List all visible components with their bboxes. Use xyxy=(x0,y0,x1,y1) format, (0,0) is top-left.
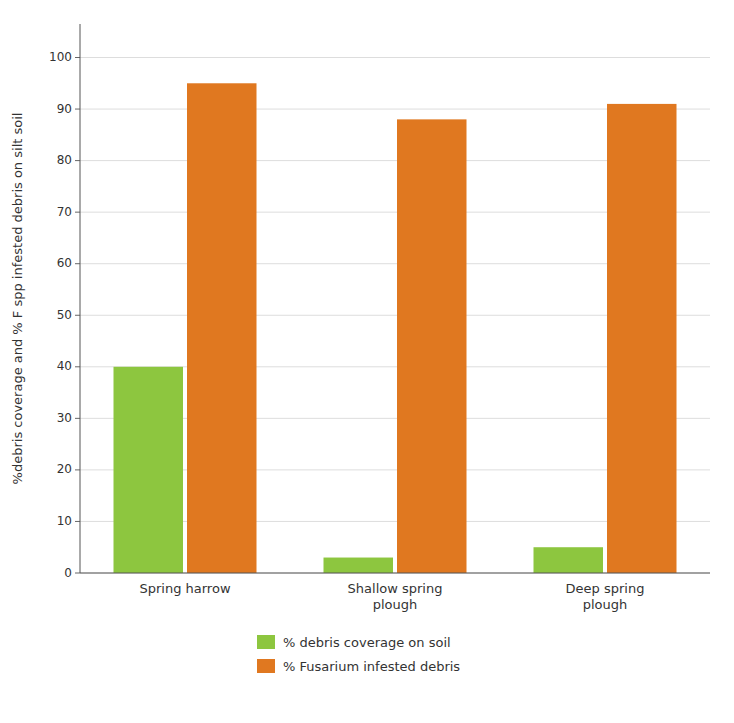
legend-label: % Fusarium infested debris xyxy=(283,659,460,674)
page: {"chart_data": {"type": "bar", "categori… xyxy=(0,0,734,723)
tick-mark xyxy=(75,573,80,574)
bar xyxy=(607,104,677,573)
y-ticks: 0 10 20 30 40 50 60 70 80 90 100 xyxy=(49,50,80,579)
y-axis xyxy=(80,24,81,573)
tick-label: 80 xyxy=(57,153,72,167)
legend-swatch xyxy=(257,635,275,649)
tick-mark xyxy=(75,109,80,110)
grid-line xyxy=(80,573,710,574)
category-label: Deep springplough xyxy=(566,581,645,612)
grid-line xyxy=(80,57,710,58)
tick-mark xyxy=(75,315,80,316)
bar xyxy=(397,119,467,573)
tick-label: 0 xyxy=(64,566,72,580)
bars xyxy=(114,83,677,573)
category-label: Shallow springplough xyxy=(348,581,443,612)
bar xyxy=(534,547,604,573)
tick-mark xyxy=(75,263,80,264)
tick-mark xyxy=(75,418,80,419)
tick-label: 10 xyxy=(57,514,72,528)
tick-label: 20 xyxy=(57,462,72,476)
tick-label: 30 xyxy=(57,411,72,425)
category-label: Spring harrow xyxy=(139,581,230,596)
legend-swatch xyxy=(257,659,275,673)
x-ticks: Spring harrow Shallow springplough Deep sp… xyxy=(139,581,644,612)
tick-mark xyxy=(75,212,80,213)
grid xyxy=(80,58,710,573)
chart: 0 10 20 30 40 50 60 70 80 90 100 Spring harrow Shall… xyxy=(0,0,734,723)
legend: % debris coverage on soil % Fusarium infe… xyxy=(257,635,460,674)
tick-label: 40 xyxy=(57,359,72,373)
tick-mark xyxy=(75,521,80,522)
tick-mark xyxy=(75,57,80,58)
y-axis-label: %debris coverage and % F spp infested de… xyxy=(10,113,25,485)
tick-label: 50 xyxy=(57,308,72,322)
legend-label: % debris coverage on soil xyxy=(283,635,451,650)
tick-label: 70 xyxy=(57,205,72,219)
bar xyxy=(114,367,184,573)
tick-label: 100 xyxy=(49,50,72,64)
bar xyxy=(324,558,394,573)
tick-label: 60 xyxy=(57,256,72,270)
tick-mark xyxy=(75,366,80,367)
tick-label: 90 xyxy=(57,102,72,116)
x-axis xyxy=(80,573,710,574)
tick-mark xyxy=(75,469,80,470)
chart-container: 0 10 20 30 40 50 60 70 80 90 100 Spring harrow Shall… xyxy=(0,0,734,723)
bar xyxy=(187,83,257,573)
tick-mark xyxy=(75,160,80,161)
